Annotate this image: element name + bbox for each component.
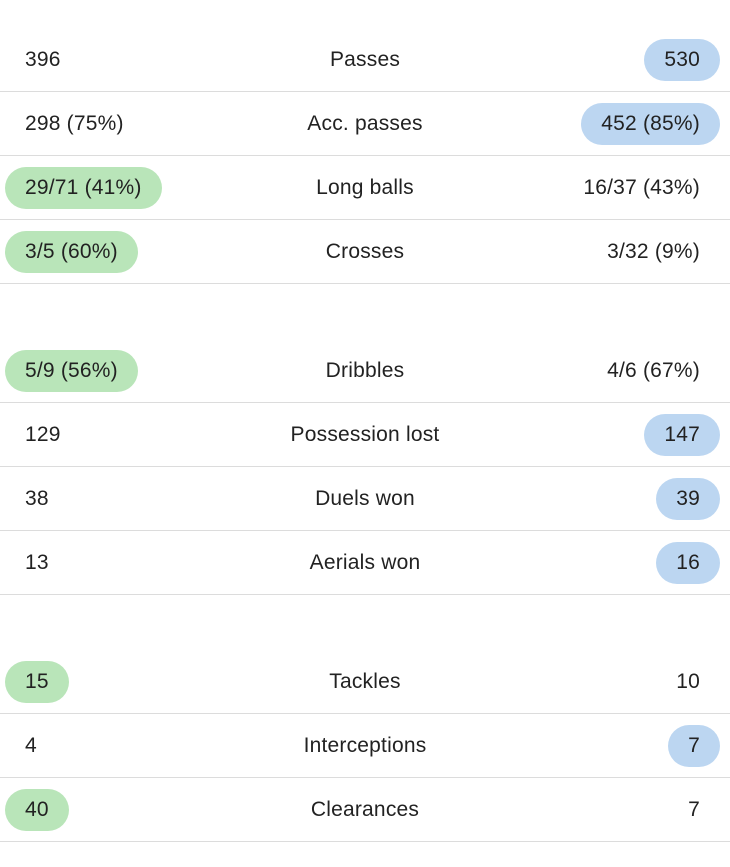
home-value: 38 [25, 486, 49, 510]
stats-group-defending: 15 Tackles 10 4 Interceptions 7 40 Clear… [0, 650, 730, 842]
away-value: 7 [688, 797, 700, 821]
stat-row-interceptions: 4 Interceptions 7 [0, 714, 730, 778]
stat-row-long-balls: 29/71 (41%) Long balls 16/37 (43%) [0, 156, 730, 220]
stat-label: Interceptions [303, 733, 427, 757]
home-value: 396 [25, 47, 61, 71]
stats-group-passing: 396 Passes 530 298 (75%) Acc. passes 452… [0, 28, 730, 284]
stat-label: Passes [329, 47, 401, 71]
stat-row-acc-passes: 298 (75%) Acc. passes 452 (85%) [0, 92, 730, 156]
home-value: 5/9 (56%) [5, 349, 138, 392]
stat-label: Possession lost [290, 422, 440, 446]
stat-label: Duels won [315, 486, 415, 510]
home-value: 13 [25, 550, 49, 574]
home-value: 29/71 (41%) [5, 166, 162, 209]
home-value: 129 [25, 422, 61, 446]
home-value: 40 [5, 788, 69, 831]
stat-row-duels-won: 38 Duels won 39 [0, 467, 730, 531]
stat-row-aerials-won: 13 Aerials won 16 [0, 531, 730, 595]
away-value: 10 [676, 669, 700, 693]
stat-row-possession-lost: 129 Possession lost 147 [0, 403, 730, 467]
stat-label: Tackles [329, 669, 401, 693]
away-value: 4/6 (67%) [607, 358, 700, 382]
away-value: 147 [644, 413, 720, 456]
home-value: 15 [5, 660, 69, 703]
stat-row-clearances: 40 Clearances 7 [0, 778, 730, 842]
stat-row-passes: 396 Passes 530 [0, 28, 730, 92]
away-value: 530 [644, 38, 720, 81]
home-value: 4 [25, 733, 37, 757]
stat-label: Clearances [310, 797, 420, 821]
away-value: 7 [668, 724, 720, 767]
away-value: 16/37 (43%) [583, 175, 700, 199]
stat-label: Aerials won [309, 550, 421, 574]
stat-row-crosses: 3/5 (60%) Crosses 3/32 (9%) [0, 220, 730, 284]
away-value: 3/32 (9%) [607, 239, 700, 263]
home-value: 3/5 (60%) [5, 230, 138, 273]
stats-group-possession: 5/9 (56%) Dribbles 4/6 (67%) 129 Possess… [0, 339, 730, 595]
home-value: 298 (75%) [25, 111, 124, 135]
stat-row-dribbles: 5/9 (56%) Dribbles 4/6 (67%) [0, 339, 730, 403]
stat-row-tackles: 15 Tackles 10 [0, 650, 730, 714]
away-value: 39 [656, 477, 720, 520]
away-value: 16 [656, 541, 720, 584]
away-value: 452 (85%) [581, 102, 720, 145]
